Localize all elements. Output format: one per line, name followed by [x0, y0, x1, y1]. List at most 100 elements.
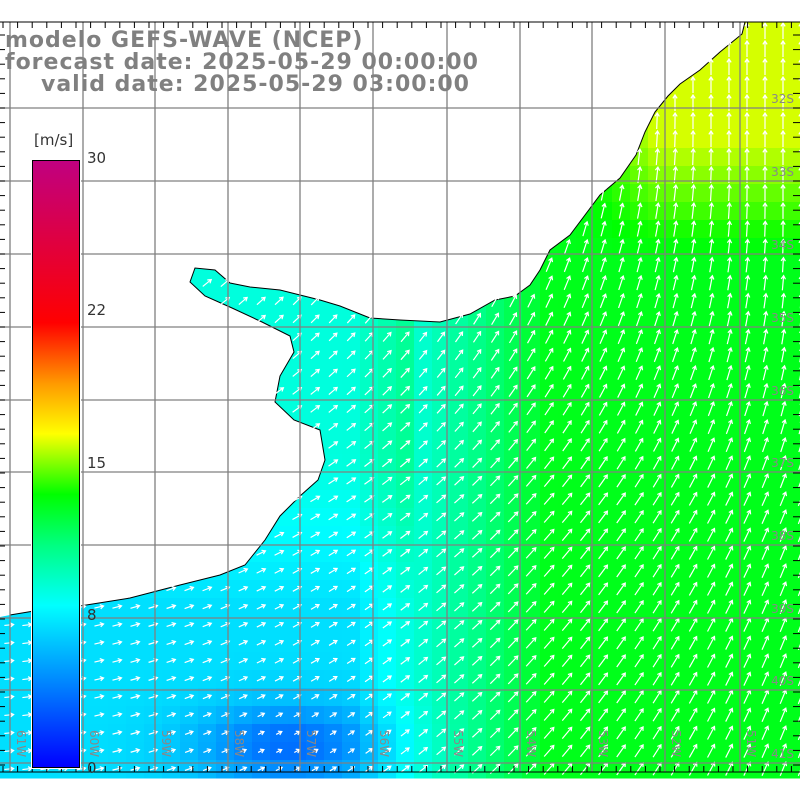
- wind-arrow: [763, 310, 769, 327]
- wind-arrow: [507, 745, 519, 757]
- speed-cell: [792, 310, 800, 329]
- wind-arrow: [346, 603, 356, 611]
- wind-arrow: [726, 328, 733, 345]
- wind-arrow: [726, 75, 732, 93]
- wind-arrow: [636, 147, 643, 166]
- wind-arrow: [579, 492, 591, 506]
- wind-arrow: [257, 730, 265, 736]
- wind-arrow: [743, 635, 752, 650]
- wind-arrow: [652, 725, 662, 740]
- wind-arrow: [780, 147, 786, 165]
- wind-arrow: [761, 599, 770, 614]
- wind-arrow: [616, 600, 626, 614]
- wind-arrow: [525, 510, 537, 523]
- wind-arrow: [454, 494, 465, 504]
- wind-arrow: [274, 549, 285, 556]
- wind-arrow: [489, 655, 501, 667]
- speed-cell: [792, 166, 800, 185]
- wind-arrow: [561, 528, 573, 542]
- wind-arrow: [256, 549, 267, 556]
- wind-arrow: [762, 183, 768, 201]
- wind-arrow: [780, 436, 787, 453]
- wind-arrow: [670, 599, 680, 614]
- wind-arrow: [780, 57, 786, 75]
- wind-arrow: [471, 673, 483, 684]
- wind-arrow: [598, 744, 609, 758]
- wind-arrow: [743, 743, 752, 758]
- wind-arrow: [780, 256, 786, 273]
- wind-arrow: [166, 639, 177, 646]
- speed-cell: [792, 382, 800, 401]
- wind-arrow: [598, 419, 608, 434]
- wind-arrow: [582, 238, 589, 255]
- latitude-label: 40S: [771, 674, 794, 688]
- wind-arrow: [473, 312, 482, 325]
- wind-arrow: [400, 367, 410, 378]
- wind-arrow: [652, 653, 662, 668]
- wind-arrow: [526, 402, 536, 416]
- wind-arrow: [616, 744, 626, 758]
- wind-arrow: [382, 531, 393, 539]
- speed-cell: [792, 22, 800, 41]
- wind-arrow: [543, 726, 555, 739]
- wind-arrow: [507, 655, 519, 667]
- wind-arrow: [22, 694, 33, 700]
- longitude-label: 59W: [159, 730, 173, 758]
- wind-arrow: [490, 330, 500, 343]
- wind-arrow: [382, 349, 392, 360]
- wind-arrow: [743, 563, 752, 578]
- wind-arrow: [652, 473, 662, 488]
- wind-arrow: [797, 589, 800, 597]
- wind-arrow: [454, 385, 464, 397]
- wind-arrow: [671, 383, 680, 399]
- wind-arrow: [489, 637, 501, 649]
- wind-arrow: [709, 256, 715, 273]
- wind-arrow: [274, 639, 285, 646]
- wind-arrow: [202, 675, 213, 682]
- wind-arrow: [652, 509, 662, 524]
- wind-arrow: [672, 165, 679, 184]
- wind-arrow: [618, 220, 625, 237]
- wind-arrow: [454, 602, 465, 612]
- wind-arrow: [762, 111, 768, 129]
- speed-cell: [792, 724, 800, 743]
- wind-arrow: [690, 346, 697, 363]
- wind-arrow: [579, 744, 591, 758]
- wind-arrow: [617, 347, 626, 362]
- wind-arrow: [94, 730, 105, 736]
- wind-arrow: [543, 492, 555, 505]
- latitude-label: 36S: [771, 384, 794, 398]
- wind-arrow: [761, 527, 770, 542]
- wind-arrow: [725, 455, 734, 470]
- wind-arrow: [726, 382, 733, 399]
- wind-arrow: [346, 386, 356, 396]
- wind-arrow: [382, 513, 393, 521]
- wind-arrow: [579, 726, 591, 740]
- wind-arrow: [616, 564, 626, 578]
- wind-arrow: [112, 730, 123, 736]
- wind-arrow: [762, 129, 768, 147]
- wind-arrow: [670, 581, 680, 596]
- wind-arrow: [743, 653, 752, 668]
- wind-arrow: [454, 367, 464, 379]
- wind-arrow: [490, 384, 500, 397]
- wind-arrow: [652, 581, 662, 596]
- wind-arrow: [112, 748, 123, 754]
- wind-arrow: [130, 640, 141, 646]
- wind-arrow: [418, 638, 429, 648]
- speed-cell: [792, 328, 800, 347]
- wind-arrow: [797, 625, 800, 633]
- wind-arrow: [761, 581, 770, 596]
- wind-arrow: [22, 730, 33, 736]
- wind-arrow: [544, 420, 554, 434]
- wind-arrow: [472, 348, 482, 361]
- wind-arrow: [725, 743, 734, 758]
- wind-arrow: [256, 296, 266, 306]
- wind-arrow: [580, 456, 590, 470]
- wind-arrow: [471, 709, 483, 720]
- wind-arrow: [652, 599, 662, 614]
- wind-arrow: [526, 347, 536, 362]
- wind-arrow: [598, 654, 609, 668]
- wind-arrow: [797, 499, 800, 507]
- wind-arrow: [310, 549, 321, 557]
